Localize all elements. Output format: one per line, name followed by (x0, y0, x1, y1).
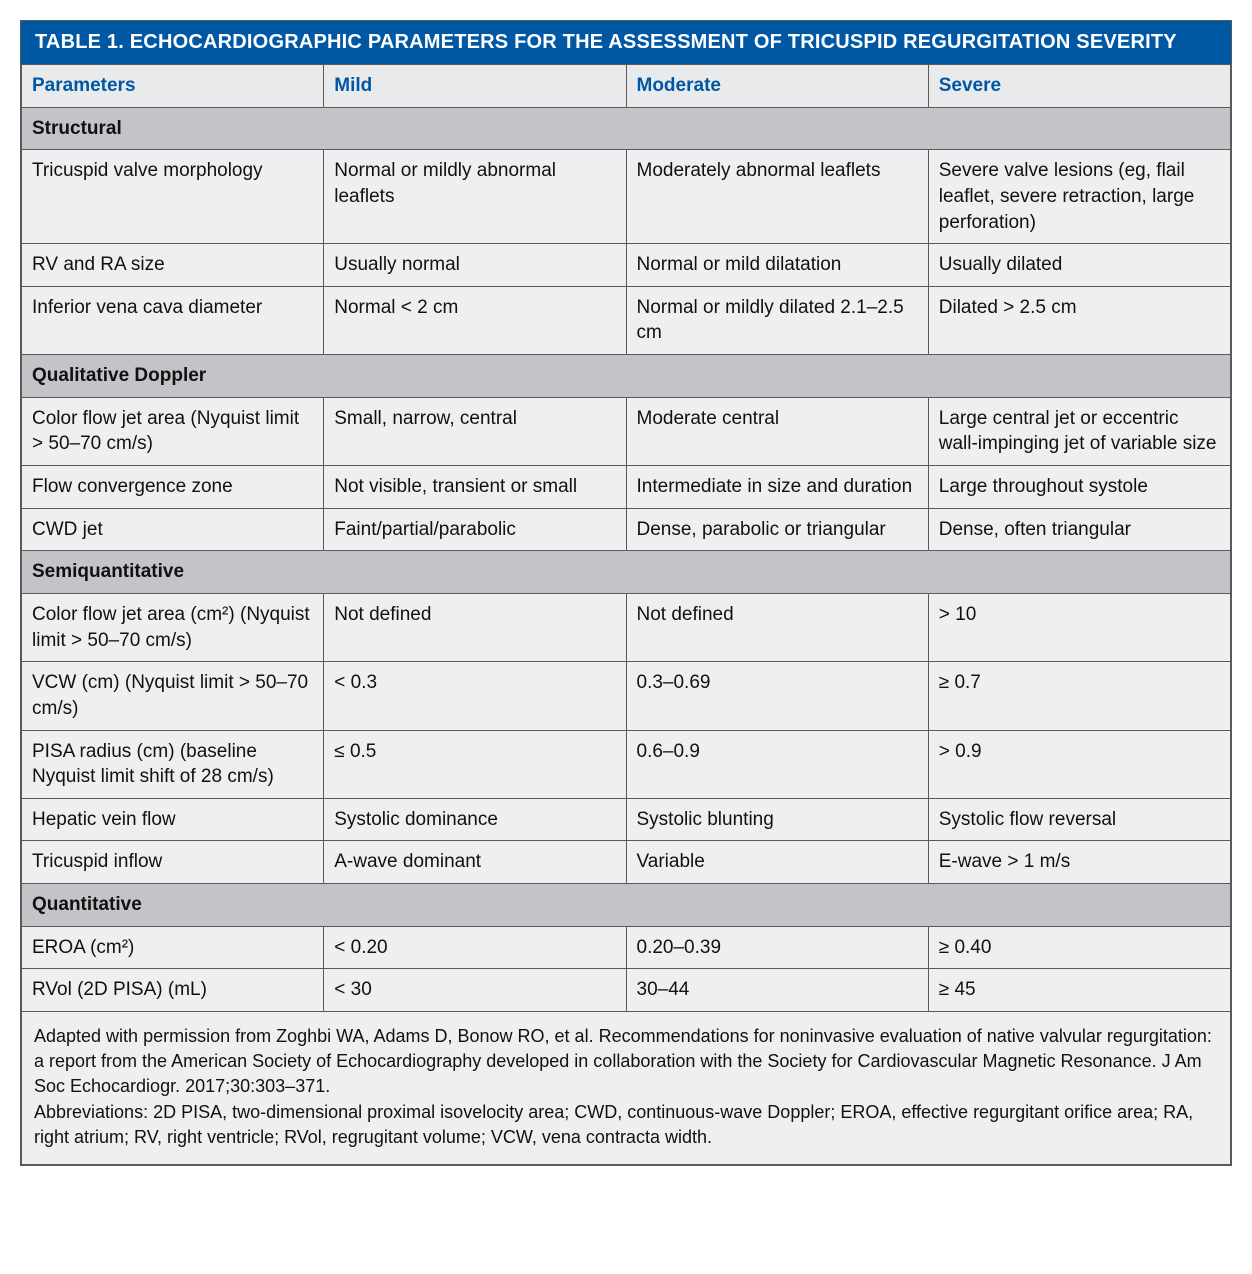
cell-severe: Systolic flow reversal (928, 798, 1230, 841)
cell-severe: Large central jet or eccentric wall-impi… (928, 397, 1230, 465)
table-body: StructuralTricuspid valve morphologyNorm… (22, 107, 1231, 1164)
cell-mild: Systolic dominance (324, 798, 626, 841)
cell-severe: Usually dilated (928, 244, 1230, 287)
section-header: Semiquantitative (22, 551, 1231, 594)
cell-param: Inferior vena cava diameter (22, 286, 324, 354)
cell-moderate: 0.20–0.39 (626, 926, 928, 969)
cell-severe: > 0.9 (928, 730, 1230, 798)
table-row: VCW (cm) (Nyquist limit > 50–70 cm/s)< 0… (22, 662, 1231, 730)
table-row: RVol (2D PISA) (mL)< 3030–44≥ 45 (22, 969, 1231, 1012)
cell-mild: A-wave dominant (324, 841, 626, 884)
cell-severe: Dense, often triangular (928, 508, 1230, 551)
table-title: TABLE 1. ECHOCARDIOGRAPHIC PARAMETERS FO… (21, 21, 1231, 64)
cell-param: Flow convergence zone (22, 466, 324, 509)
table-header-row: Parameters Mild Moderate Severe (22, 65, 1231, 108)
cell-mild: < 30 (324, 969, 626, 1012)
cell-param: Color flow jet area (cm²) (Nyquist limit… (22, 593, 324, 661)
section-header: Structural (22, 107, 1231, 150)
cell-severe: ≥ 45 (928, 969, 1230, 1012)
cell-moderate: Moderately abnormal leaflets (626, 150, 928, 244)
parameters-table: Parameters Mild Moderate Severe Structur… (21, 64, 1231, 1165)
cell-param: Tricuspid inflow (22, 841, 324, 884)
section-label: Structural (22, 107, 1231, 150)
cell-param: VCW (cm) (Nyquist limit > 50–70 cm/s) (22, 662, 324, 730)
table-row: Color flow jet area (cm²) (Nyquist limit… (22, 593, 1231, 661)
col-header-parameters: Parameters (22, 65, 324, 108)
cell-severe: Large throughout systole (928, 466, 1230, 509)
section-header: Qualitative Doppler (22, 355, 1231, 398)
cell-param: RVol (2D PISA) (mL) (22, 969, 324, 1012)
cell-mild: ≤ 0.5 (324, 730, 626, 798)
footnote-row: Adapted with permission from Zoghbi WA, … (22, 1012, 1231, 1165)
col-header-severe: Severe (928, 65, 1230, 108)
cell-mild: Normal < 2 cm (324, 286, 626, 354)
section-label: Qualitative Doppler (22, 355, 1231, 398)
table-row: PISA radius (cm) (baseline Nyquist limit… (22, 730, 1231, 798)
cell-severe: Dilated > 2.5 cm (928, 286, 1230, 354)
table-container: TABLE 1. ECHOCARDIOGRAPHIC PARAMETERS FO… (20, 20, 1232, 1166)
cell-moderate: Normal or mild dilatation (626, 244, 928, 287)
table-row: RV and RA sizeUsually normalNormal or mi… (22, 244, 1231, 287)
cell-moderate: Dense, parabolic or triangular (626, 508, 928, 551)
table-row: Inferior vena cava diameterNormal < 2 cm… (22, 286, 1231, 354)
cell-mild: Usually normal (324, 244, 626, 287)
cell-moderate: Normal or mildly dilated 2.1–2.5 cm (626, 286, 928, 354)
cell-severe: > 10 (928, 593, 1230, 661)
col-header-mild: Mild (324, 65, 626, 108)
table-row: Color flow jet area (Nyquist limit > 50–… (22, 397, 1231, 465)
table-row: Tricuspid inflowA-wave dominantVariableE… (22, 841, 1231, 884)
cell-mild: Normal or mildly abnormal leaflets (324, 150, 626, 244)
cell-moderate: Systolic blunting (626, 798, 928, 841)
cell-moderate: Variable (626, 841, 928, 884)
cell-moderate: Intermediate in size and duration (626, 466, 928, 509)
cell-moderate: 0.3–0.69 (626, 662, 928, 730)
cell-severe: ≥ 0.40 (928, 926, 1230, 969)
cell-mild: Not visible, transient or small (324, 466, 626, 509)
section-label: Semiquantitative (22, 551, 1231, 594)
cell-mild: Faint/partial/parabolic (324, 508, 626, 551)
cell-moderate: Moderate central (626, 397, 928, 465)
cell-severe: Severe valve lesions (eg, flail leaflet,… (928, 150, 1230, 244)
table-row: CWD jetFaint/partial/parabolicDense, par… (22, 508, 1231, 551)
cell-mild: Not defined (324, 593, 626, 661)
table-row: Hepatic vein flowSystolic dominanceSysto… (22, 798, 1231, 841)
cell-moderate: Not defined (626, 593, 928, 661)
cell-severe: E-wave > 1 m/s (928, 841, 1230, 884)
cell-param: RV and RA size (22, 244, 324, 287)
table-row: Flow convergence zoneNot visible, transi… (22, 466, 1231, 509)
cell-param: Hepatic vein flow (22, 798, 324, 841)
cell-moderate: 30–44 (626, 969, 928, 1012)
cell-param: Tricuspid valve morphology (22, 150, 324, 244)
col-header-moderate: Moderate (626, 65, 928, 108)
footnote-text: Adapted with permission from Zoghbi WA, … (22, 1012, 1231, 1165)
cell-mild: Small, narrow, central (324, 397, 626, 465)
section-header: Quantitative (22, 884, 1231, 927)
cell-mild: < 0.20 (324, 926, 626, 969)
cell-param: PISA radius (cm) (baseline Nyquist limit… (22, 730, 324, 798)
table-row: Tricuspid valve morphologyNormal or mild… (22, 150, 1231, 244)
table-row: EROA (cm²)< 0.200.20–0.39≥ 0.40 (22, 926, 1231, 969)
cell-severe: ≥ 0.7 (928, 662, 1230, 730)
section-label: Quantitative (22, 884, 1231, 927)
cell-mild: < 0.3 (324, 662, 626, 730)
cell-param: CWD jet (22, 508, 324, 551)
cell-moderate: 0.6–0.9 (626, 730, 928, 798)
cell-param: Color flow jet area (Nyquist limit > 50–… (22, 397, 324, 465)
cell-param: EROA (cm²) (22, 926, 324, 969)
